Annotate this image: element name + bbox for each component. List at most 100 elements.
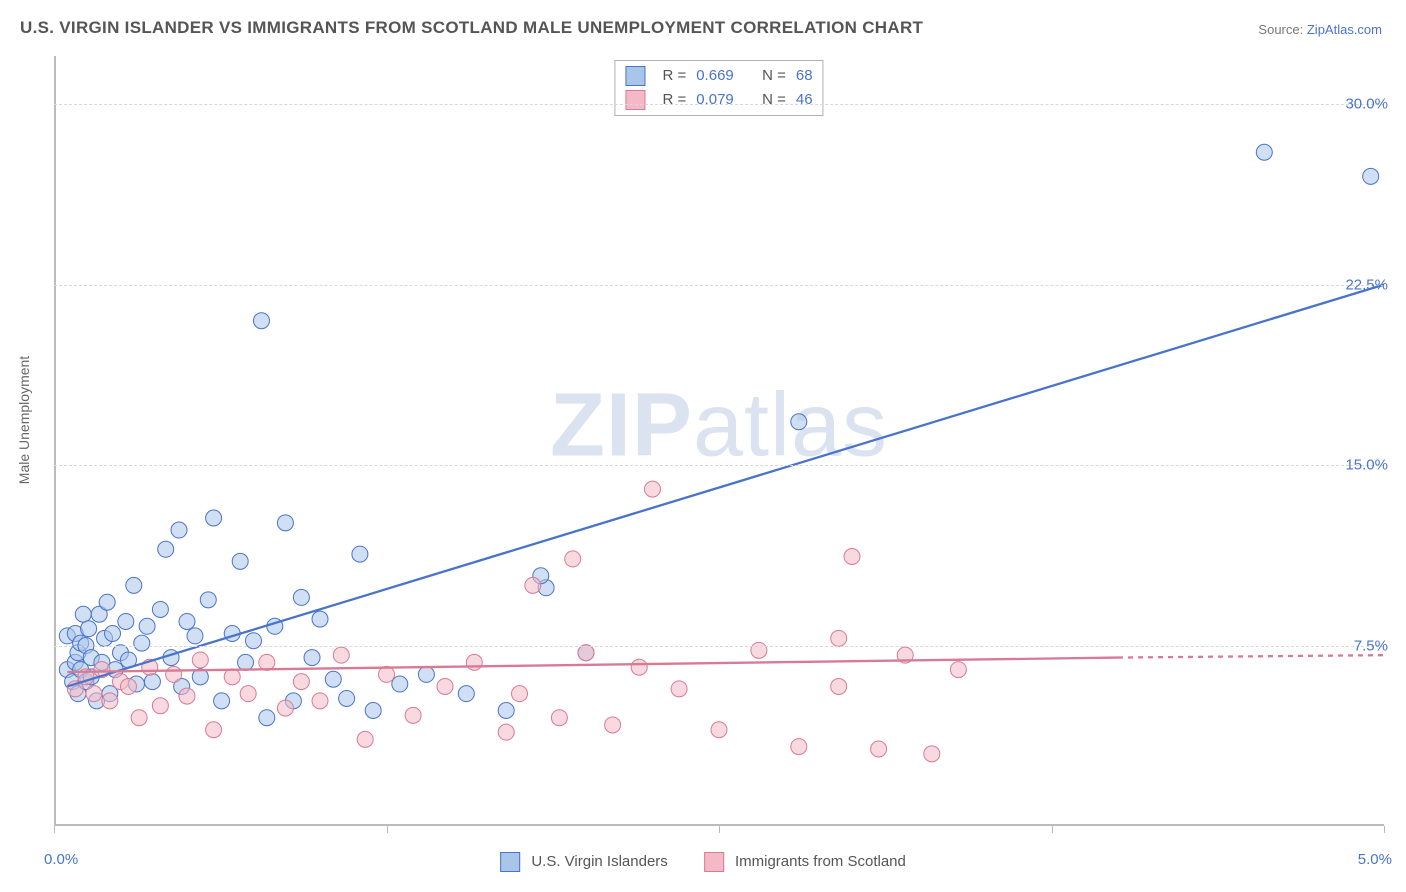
data-point <box>152 698 168 714</box>
legend-swatch-series-2 <box>625 90 645 110</box>
data-point <box>105 626 121 642</box>
y-tick-label: 7.5% <box>1354 637 1388 654</box>
stats-legend-box: R = 0.669 N = 68 R = 0.079 N = 46 <box>614 60 823 116</box>
data-point <box>206 722 222 738</box>
x-tick-max: 5.0% <box>1358 851 1392 868</box>
grid-line <box>54 104 1384 105</box>
data-point <box>81 621 97 637</box>
data-point <box>293 674 309 690</box>
data-point <box>950 662 966 678</box>
data-point <box>365 703 381 719</box>
regression-line-extension <box>1118 655 1384 657</box>
data-point <box>498 724 514 740</box>
data-point <box>200 592 216 608</box>
r-label: R = <box>662 64 686 88</box>
data-point <box>99 594 115 610</box>
data-point <box>844 549 860 565</box>
chart-plot-area: ZIPatlas R = 0.669 N = 68 R = 0.079 N = … <box>54 56 1384 826</box>
data-point <box>1363 168 1379 184</box>
data-point <box>711 722 727 738</box>
source-credit: Source: ZipAtlas.com <box>1258 22 1382 37</box>
data-point <box>357 731 373 747</box>
data-point <box>277 515 293 531</box>
data-point <box>187 628 203 644</box>
legend-swatch-2 <box>704 852 724 872</box>
data-point <box>192 652 208 668</box>
legend-swatch-series-1 <box>625 66 645 86</box>
legend-label-1: U.S. Virgin Islanders <box>531 853 667 870</box>
data-point <box>392 676 408 692</box>
data-point <box>158 541 174 557</box>
data-point <box>131 710 147 726</box>
legend-item-2: Immigrants from Scotland <box>704 852 906 872</box>
data-point <box>565 551 581 567</box>
data-point <box>325 671 341 687</box>
legend-swatch-1 <box>500 852 520 872</box>
data-point <box>631 659 647 675</box>
data-point <box>152 601 168 617</box>
data-point <box>831 678 847 694</box>
data-point <box>304 650 320 666</box>
data-point <box>525 577 541 593</box>
data-point <box>238 654 254 670</box>
data-point <box>498 703 514 719</box>
data-point <box>214 693 230 709</box>
data-point <box>171 522 187 538</box>
series-legend: U.S. Virgin Islanders Immigrants from Sc… <box>500 852 906 872</box>
y-tick-label: 30.0% <box>1345 96 1388 113</box>
regression-line <box>67 285 1384 687</box>
data-point <box>86 686 102 702</box>
data-point <box>312 693 328 709</box>
scatter-plot-svg <box>54 56 1384 826</box>
data-point <box>831 630 847 646</box>
data-point <box>259 710 275 726</box>
data-point <box>645 481 661 497</box>
data-point <box>418 666 434 682</box>
stats-legend-row-1: R = 0.669 N = 68 <box>625 64 812 88</box>
n-value-1: 68 <box>796 64 813 88</box>
data-point <box>339 690 355 706</box>
n-label: N = <box>762 88 786 112</box>
r-value-1: 0.669 <box>696 64 734 88</box>
data-point <box>791 414 807 430</box>
data-point <box>1256 144 1272 160</box>
data-point <box>75 606 91 622</box>
data-point <box>206 510 222 526</box>
x-tick-mark <box>54 826 55 833</box>
data-point <box>312 611 328 627</box>
data-point <box>466 654 482 670</box>
data-point <box>224 669 240 685</box>
data-point <box>791 739 807 755</box>
x-tick-min: 0.0% <box>44 851 78 868</box>
x-tick-mark <box>1052 826 1053 833</box>
data-point <box>924 746 940 762</box>
data-point <box>166 666 182 682</box>
y-axis-label: Male Unemployment <box>16 356 32 484</box>
legend-item-1: U.S. Virgin Islanders <box>500 852 668 872</box>
data-point <box>118 613 134 629</box>
y-tick-label: 22.5% <box>1345 276 1388 293</box>
data-point <box>179 613 195 629</box>
x-tick-mark <box>719 826 720 833</box>
legend-label-2: Immigrants from Scotland <box>735 853 906 870</box>
r-value-2: 0.079 <box>696 88 734 112</box>
x-tick-mark <box>387 826 388 833</box>
data-point <box>253 313 269 329</box>
data-point <box>293 589 309 605</box>
data-point <box>458 686 474 702</box>
r-label: R = <box>662 88 686 112</box>
data-point <box>578 645 594 661</box>
data-point <box>605 717 621 733</box>
data-point <box>120 678 136 694</box>
n-value-2: 46 <box>796 88 813 112</box>
data-point <box>871 741 887 757</box>
grid-line <box>54 285 1384 286</box>
grid-line <box>54 646 1384 647</box>
data-point <box>102 693 118 709</box>
data-point <box>240 686 256 702</box>
data-point <box>405 707 421 723</box>
y-tick-label: 15.0% <box>1345 457 1388 474</box>
data-point <box>333 647 349 663</box>
source-link[interactable]: ZipAtlas.com <box>1307 22 1382 37</box>
data-point <box>352 546 368 562</box>
